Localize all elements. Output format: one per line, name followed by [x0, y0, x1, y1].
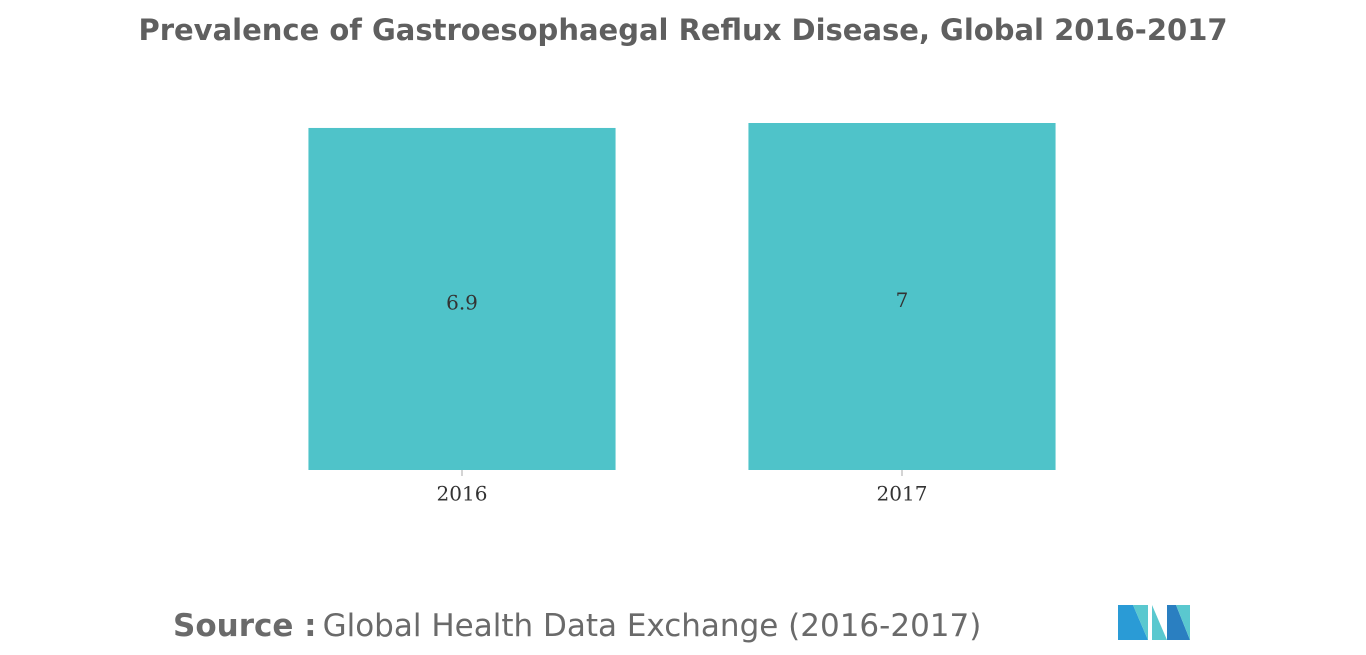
x-tick-label: 2016 [437, 482, 488, 506]
source-text: Global Health Data Exchange (2016-2017) [323, 608, 982, 644]
value-label: 7 [896, 288, 909, 312]
bar [748, 123, 1056, 470]
value-label: 6.9 [446, 290, 478, 314]
logo [1118, 605, 1190, 640]
source: Source : Global Health Data Exchange (201… [173, 608, 981, 644]
chart-title: Prevalence of Gastroesophaegal Reflux Di… [138, 13, 1227, 47]
source-label: Source : [173, 608, 317, 644]
bar [308, 127, 616, 470]
x-tick-label: 2017 [877, 482, 928, 506]
